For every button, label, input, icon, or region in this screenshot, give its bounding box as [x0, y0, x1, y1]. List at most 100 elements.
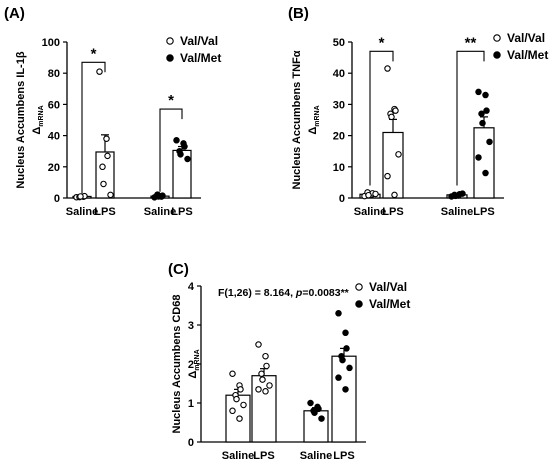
panel-label: (C)	[168, 261, 189, 278]
bar	[303, 410, 329, 443]
data-point	[184, 155, 191, 163]
legend-marker	[355, 283, 363, 291]
data-point	[339, 356, 346, 364]
data-point	[263, 362, 270, 370]
y-tick-label: 30	[333, 99, 345, 111]
data-point	[384, 172, 391, 180]
y-tick-label: 1	[188, 398, 194, 410]
y-tick-label: 4	[188, 281, 195, 293]
data-point	[233, 395, 240, 403]
x-tick-label: LPS	[473, 206, 494, 218]
y-axis-label-sub: ΔmRNA	[31, 105, 45, 134]
data-point	[342, 329, 349, 337]
stat-p: p	[295, 287, 303, 299]
x-tick-label: Saline	[66, 206, 98, 218]
y-tick-label: 20	[333, 131, 345, 143]
legend-marker	[166, 37, 174, 45]
data-point	[236, 415, 243, 422]
data-point	[255, 341, 262, 348]
significance-marker: **	[465, 34, 477, 51]
panel-label: (B)	[288, 5, 309, 22]
legend-marker	[166, 54, 174, 62]
significance-bracket	[81, 61, 106, 194]
bar	[473, 127, 495, 199]
data-point	[99, 163, 106, 171]
data-point	[335, 310, 342, 317]
data-point	[240, 401, 247, 409]
panel-label: (A)	[4, 5, 25, 22]
data-point	[384, 65, 391, 72]
data-point	[103, 135, 110, 142]
data-point	[155, 193, 162, 200]
x-tick-label: Saline	[300, 450, 332, 462]
y-axis-label-subscript: mRNA	[194, 349, 201, 370]
y-tick-label: 60	[48, 99, 60, 111]
data-point	[307, 399, 314, 407]
x-tick-label: Saline	[441, 206, 473, 218]
data-point	[486, 138, 493, 146]
y-tick-label: 3	[188, 320, 194, 332]
x-tick-label: LPS	[253, 450, 274, 462]
y-tick-label: 100	[42, 37, 60, 49]
data-point	[372, 190, 379, 198]
x-tick-label: LPS	[94, 206, 115, 218]
y-axis-label-delta: Δ	[307, 127, 319, 135]
data-point	[311, 409, 318, 416]
significance-marker: *	[91, 45, 97, 62]
data-point	[475, 88, 482, 96]
data-point	[391, 191, 398, 199]
data-point	[365, 191, 372, 199]
data-point	[452, 192, 459, 200]
significance-bracket	[456, 50, 485, 186]
legend-label: Val/Met	[507, 48, 548, 62]
x-tick-label: LPS	[382, 206, 403, 218]
y-axis-label-subscript: mRNA	[38, 105, 45, 126]
data-point	[482, 91, 489, 99]
data-point	[482, 169, 489, 177]
y-axis-label-delta: Δ	[31, 127, 43, 135]
data-point	[343, 345, 350, 352]
y-tick-label: 40	[48, 131, 60, 143]
data-point	[318, 415, 325, 422]
x-tick-label: Saline	[354, 206, 386, 218]
x-tick-label: Saline	[222, 450, 254, 462]
data-point	[255, 386, 262, 393]
bar	[382, 131, 404, 199]
data-point	[237, 386, 244, 393]
stat-value: =0.0083**	[302, 287, 349, 299]
data-point	[475, 154, 482, 161]
y-axis-label-main: Nucleus Accumbens IL-1β	[15, 51, 27, 188]
y-tick-label: 10	[333, 162, 345, 174]
legend-marker	[493, 51, 501, 59]
data-point	[173, 137, 180, 144]
y-axis-label: Nucleus Accumbens CD68 ΔmRNA	[171, 295, 201, 434]
data-point	[107, 191, 114, 199]
data-point	[335, 374, 342, 381]
data-point	[262, 388, 269, 395]
stat-annotation: F(1,26) = 8.164, p=0.0083**	[218, 287, 350, 299]
data-point	[395, 151, 402, 158]
significance-bracket	[369, 50, 394, 186]
data-point	[229, 407, 236, 415]
y-axis-label-sub: ΔmRNA	[187, 349, 201, 378]
data-point	[262, 352, 269, 360]
stat-text: F(1,26) = 8.164,	[218, 287, 296, 299]
legend-marker	[355, 300, 363, 308]
data-point	[258, 370, 265, 377]
data-point	[77, 193, 84, 200]
significance-bracket	[159, 108, 183, 192]
y-axis-label-main: Nucleus Accumbens CD68	[171, 295, 183, 434]
y-tick-label: 40	[333, 68, 345, 80]
y-tick-label: 0	[188, 437, 194, 449]
legend-label: Val/Val	[369, 280, 407, 294]
y-axis-label-subscript: mRNA	[314, 105, 321, 126]
y-tick-label: 80	[48, 68, 60, 80]
data-point	[479, 119, 486, 127]
data-point	[459, 190, 466, 197]
y-axis-label: Nucleus Accumbens TNFα ΔmRNA	[291, 50, 321, 189]
y-tick-label: 50	[333, 37, 345, 49]
bar	[95, 151, 115, 199]
data-point	[100, 180, 107, 188]
data-point	[181, 143, 188, 150]
